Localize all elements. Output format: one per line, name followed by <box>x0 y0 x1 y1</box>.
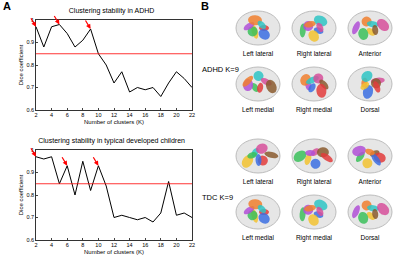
svg-text:14: 14 <box>127 112 133 118</box>
svg-text:8: 8 <box>81 112 84 118</box>
svg-text:8: 8 <box>81 242 84 248</box>
svg-text:Number of clusters (K): Number of clusters (K) <box>84 119 144 125</box>
svg-text:20: 20 <box>173 112 179 118</box>
svg-text:0.7: 0.7 <box>26 84 34 90</box>
svg-text:22: 22 <box>189 242 195 248</box>
svg-text:Clustering stability in typica: Clustering stability in typical develope… <box>38 137 185 145</box>
svg-text:0.6: 0.6 <box>26 107 34 113</box>
svg-text:10: 10 <box>95 242 101 248</box>
svg-text:16: 16 <box>142 242 148 248</box>
svg-text:20: 20 <box>173 242 179 248</box>
svg-text:Right medial: Right medial <box>296 234 333 242</box>
svg-text:18: 18 <box>158 112 164 118</box>
svg-text:Clustering stability in ADHD: Clustering stability in ADHD <box>69 7 155 15</box>
svg-text:1: 1 <box>31 147 34 153</box>
svg-text:Left lateral: Left lateral <box>243 178 274 185</box>
svg-text:TDC K=9: TDC K=9 <box>202 193 233 202</box>
svg-text:10: 10 <box>95 112 101 118</box>
svg-text:22: 22 <box>189 112 195 118</box>
svg-text:12: 12 <box>111 242 117 248</box>
svg-text:0.7: 0.7 <box>26 214 34 220</box>
svg-text:2: 2 <box>34 112 37 118</box>
svg-text:6: 6 <box>66 112 69 118</box>
svg-text:0.6: 0.6 <box>26 237 34 243</box>
svg-text:0.8: 0.8 <box>26 192 34 198</box>
svg-text:Number of clusters (K): Number of clusters (K) <box>84 249 144 255</box>
svg-text:Anterior: Anterior <box>359 178 383 185</box>
svg-text:Right lateral: Right lateral <box>297 50 332 58</box>
svg-text:Left medial: Left medial <box>242 106 274 113</box>
svg-text:0.8: 0.8 <box>26 62 34 68</box>
svg-text:0.9: 0.9 <box>26 169 34 175</box>
svg-text:Left medial: Left medial <box>242 234 274 241</box>
svg-text:Dice coefficient: Dice coefficient <box>18 174 24 215</box>
svg-text:12: 12 <box>111 112 117 118</box>
svg-text:Right lateral: Right lateral <box>297 178 332 186</box>
svg-text:Anterior: Anterior <box>359 50 383 57</box>
svg-text:6: 6 <box>66 242 69 248</box>
svg-text:Right medial: Right medial <box>296 106 333 114</box>
svg-text:Dice coefficient: Dice coefficient <box>18 44 24 85</box>
svg-text:0.9: 0.9 <box>26 39 34 45</box>
svg-text:Dorsal: Dorsal <box>361 234 380 241</box>
svg-text:Dorsal: Dorsal <box>361 106 380 113</box>
svg-text:14: 14 <box>127 242 133 248</box>
svg-text:ADHD K=9: ADHD K=9 <box>202 65 239 74</box>
html-text:B: B <box>201 0 209 12</box>
svg-text:4: 4 <box>50 242 53 248</box>
svg-text:4: 4 <box>50 112 53 118</box>
svg-text:18: 18 <box>158 242 164 248</box>
svg-text:2: 2 <box>34 242 37 248</box>
html-text:A: A <box>3 0 11 12</box>
svg-text:Left lateral: Left lateral <box>243 50 274 57</box>
svg-text:1: 1 <box>31 17 34 23</box>
svg-text:16: 16 <box>142 112 148 118</box>
